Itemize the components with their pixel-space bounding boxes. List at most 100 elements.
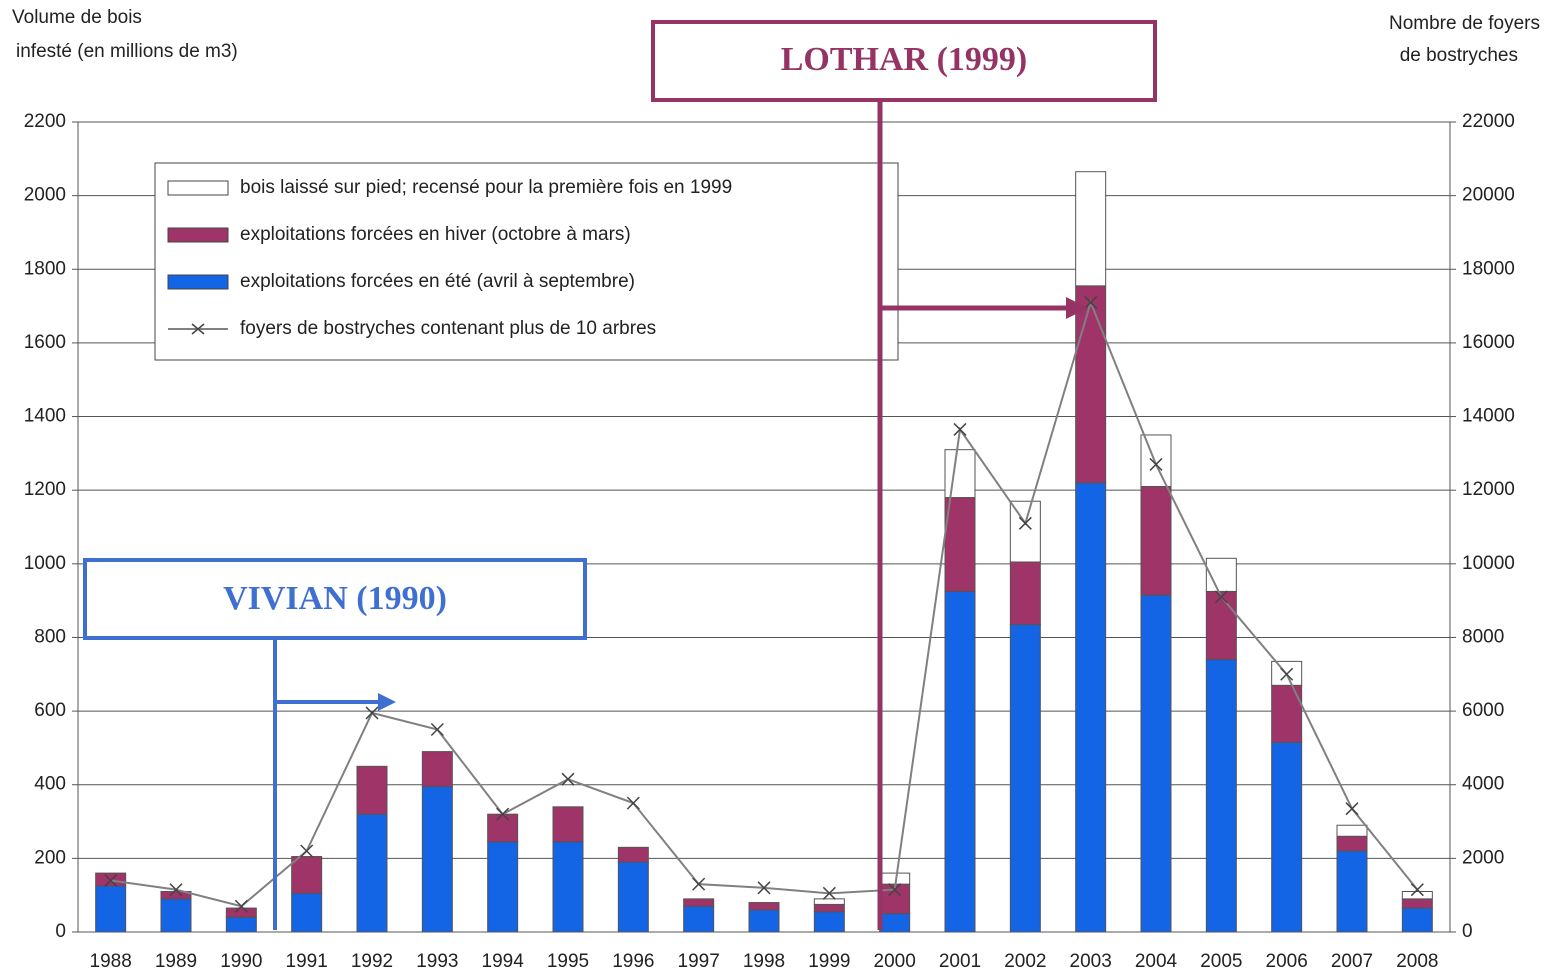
line-marker [888,883,902,897]
annotation-box [651,20,1157,102]
line-marker [626,796,640,810]
x-tick-label: 1995 [547,951,589,972]
y-tick-label: 0 [55,921,66,942]
y2-tick-label: 16000 [1462,332,1515,353]
x-tick-label: 2004 [1135,951,1178,972]
y2-tick-label: 12000 [1462,479,1515,500]
bar-segment [225,907,257,918]
line-marker [300,844,314,858]
line-marker [1345,802,1359,816]
y2-axis-title: Nombre de foyers [1389,13,1540,34]
line-marker [692,877,706,891]
bar-segment [1075,482,1107,933]
annotation-label: VIVIAN (1990) [223,580,447,617]
bar-segment [1140,594,1172,933]
y-tick-label: 400 [34,774,66,795]
bar-segment [421,751,453,788]
line-marker [822,886,836,900]
y-tick-label: 600 [34,700,66,721]
bar-segment [813,898,845,905]
bar-segment [356,765,388,815]
line-marker [365,706,379,720]
x-tick-label: 1994 [482,951,525,972]
line-marker [1149,457,1163,471]
bar-segment [748,909,780,933]
legend-swatch [167,274,229,290]
bar-segment [944,497,976,592]
x-tick-label: 2008 [1396,951,1438,972]
bar-segment [1009,500,1041,563]
line-marker [561,772,575,786]
bar-segment [552,841,584,933]
legend-swatch [167,180,229,196]
bar-segment [617,861,649,933]
line-marker [234,899,248,913]
legend-swatch [167,227,229,243]
y2-tick-label: 2000 [1462,847,1504,868]
x-tick-label: 2006 [1266,951,1308,972]
bar-segment [683,905,715,933]
x-tick-label: 2003 [1070,951,1112,972]
bar-segment [1140,434,1172,488]
bar-segment [421,786,453,933]
bar-segment [95,885,127,933]
bar-segment [1336,835,1368,852]
y-tick-label: 1800 [24,258,66,279]
legend-label: exploitations forcées en été (avril à se… [240,271,635,292]
bar-segment [1140,486,1172,596]
x-tick-label: 1996 [612,951,654,972]
y2-axis-title: de bostryches [1400,45,1518,66]
bar-segment [944,590,976,933]
legend-label: bois laissé sur pied; recensé pour la pr… [240,177,732,198]
line-marker [1410,883,1424,897]
bar-segment [160,898,192,933]
x-tick-label: 2000 [874,951,916,972]
y2-tick-label: 4000 [1462,774,1504,795]
y-tick-label: 1600 [24,332,66,353]
x-tick-label: 1992 [351,951,393,972]
y2-tick-label: 8000 [1462,626,1504,647]
y-tick-label: 2200 [24,111,66,132]
bar-segment [1336,850,1368,933]
bar-segment [1401,898,1433,909]
y-axis-title: infesté (en millions de m3) [16,41,238,62]
annotation-arrowhead [1066,297,1088,319]
line-marker [1018,516,1032,530]
line-marker [1084,295,1098,309]
bar-segment [1401,907,1433,933]
x-tick-label: 1997 [678,951,720,972]
y-tick-label: 800 [34,626,66,647]
x-tick-label: 2001 [939,951,981,972]
bar-segment [487,813,519,843]
bar-segment [160,891,192,900]
line-marker [1214,590,1228,604]
annotation-arrow [877,102,1068,930]
y-axis-title: Volume de bois [12,7,142,28]
x-tick-label: 1990 [220,951,262,972]
y2-tick-label: 14000 [1462,406,1515,427]
bar-segment [813,911,845,933]
bar-segment [879,872,911,885]
bar-segment [617,846,649,863]
x-tick-label: 2002 [1004,951,1046,972]
x-tick-label: 2005 [1200,951,1242,972]
x-tick-label: 1989 [155,951,197,972]
annotation-box [83,558,587,640]
bar-segment [1009,561,1041,626]
bar-segment [1075,171,1107,287]
line-marker [496,807,510,821]
y-tick-label: 1200 [24,479,66,500]
line-marker [757,881,771,895]
annotation-arrow [273,640,380,930]
y-tick-label: 1400 [24,406,66,427]
x-tick-label: 2007 [1331,951,1373,972]
bar-segment [879,913,911,933]
bar-segment [225,916,257,933]
x-tick-label: 1999 [808,951,850,972]
bar-segment [944,449,976,499]
bar-segment [552,806,584,843]
y2-tick-label: 0 [1462,921,1473,942]
y2-tick-label: 18000 [1462,258,1515,279]
line-marker [104,873,118,887]
